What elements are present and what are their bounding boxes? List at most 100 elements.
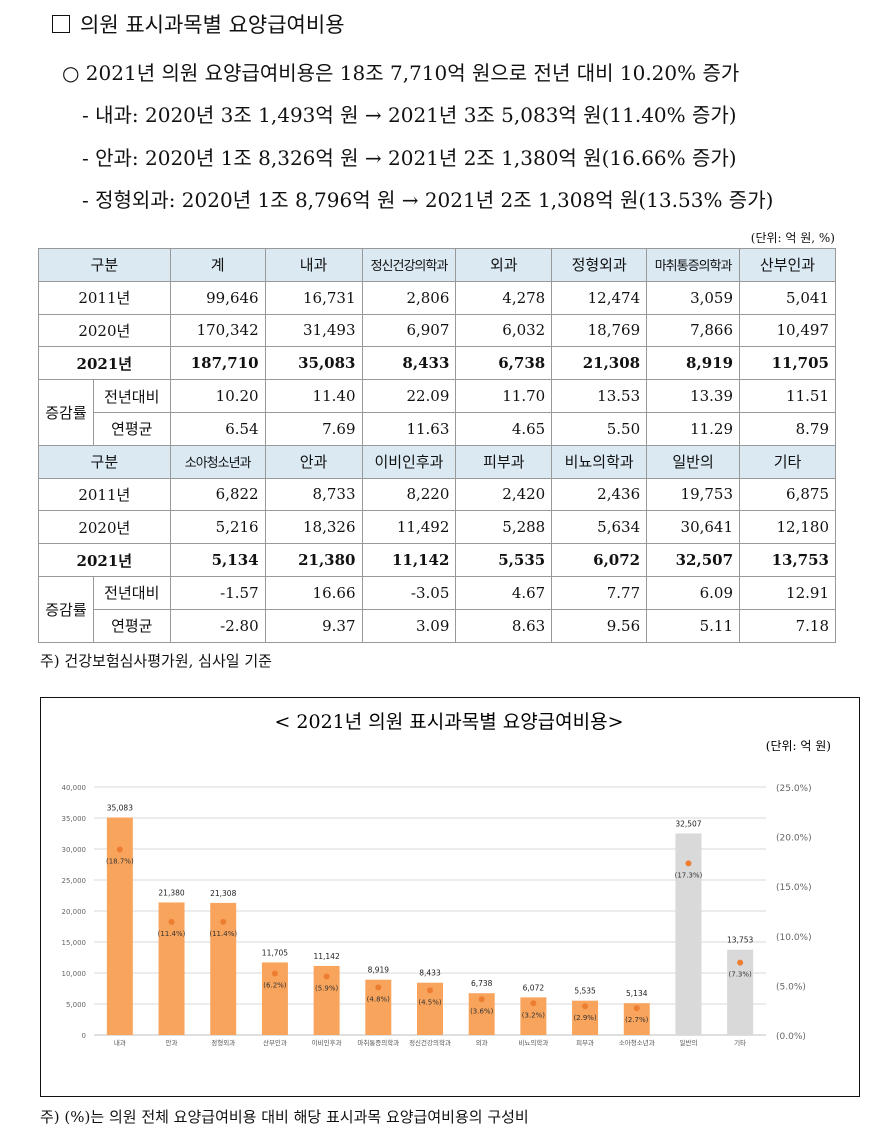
x-tick-label: 소아청소년과 bbox=[619, 1038, 655, 1047]
y2-tick-label: (10.0%) bbox=[776, 933, 812, 943]
y2-tick-label: (20.0%) bbox=[776, 834, 812, 844]
table-cell: 18,326 bbox=[264, 510, 363, 545]
table-header-row: 구분 계 내과 정신건강의학과 외과 정형외과 마취통증의학과 산부인과 bbox=[38, 248, 836, 282]
share-label: (18.7%) bbox=[106, 857, 134, 865]
value-label: 5,134 bbox=[626, 989, 648, 998]
section-heading: 의원 표시과목별 요양급여비용 bbox=[52, 9, 345, 39]
x-tick-label: 정형외과 bbox=[211, 1038, 235, 1047]
x-tick-label: 마취통증의학과 bbox=[357, 1038, 399, 1047]
table-cell: 5,288 bbox=[455, 510, 553, 545]
table-cell: 4.67 bbox=[455, 575, 553, 610]
table-cell: 2021년 bbox=[38, 346, 171, 381]
share-label: (17.3%) bbox=[675, 871, 703, 879]
table-cell: 3.09 bbox=[361, 608, 457, 643]
table-cell: 4,278 bbox=[455, 280, 553, 315]
table-cell: 12,180 bbox=[739, 510, 836, 545]
header-cell: 외과 bbox=[455, 248, 553, 282]
table-cell: 7,866 bbox=[646, 313, 741, 348]
header-cell: 마취통증의학과 bbox=[646, 248, 741, 282]
table-cell: 18,769 bbox=[551, 313, 648, 348]
share-label: (4.5%) bbox=[418, 998, 442, 1006]
table-row: 2011년 99,646 16,731 2,806 4,278 12,474 3,059 5,… bbox=[38, 280, 836, 315]
table-row: 증감률 전년대비 10.20 11.40 22.09 11.70 13.53 13.39 11.… bbox=[38, 379, 836, 446]
table-cell: 19,753 bbox=[646, 477, 741, 512]
table-row: 2020년 170,342 31,493 6,907 6,032 18,769 7,866 1… bbox=[38, 313, 836, 348]
header-cell: 구분 bbox=[38, 248, 171, 282]
value-label: 5,535 bbox=[574, 987, 596, 996]
table-cell: 6,875 bbox=[739, 477, 836, 512]
table-cell: 35,083 bbox=[264, 346, 363, 381]
table-cell: -2.80 bbox=[169, 608, 266, 643]
table-header-row: 구분 소아청소년과 안과 이비인후과 피부과 비뇨의학과 일반의 기타 bbox=[38, 444, 836, 479]
growth-label: 증감률 bbox=[38, 379, 94, 446]
table-cell: -1.57 bbox=[169, 575, 266, 610]
y2-tick-label: (0.0%) bbox=[776, 1032, 806, 1042]
header-cell: 계 bbox=[169, 248, 266, 282]
unit-note: (단위: 억 원, %) bbox=[750, 231, 835, 245]
bar bbox=[675, 833, 702, 1035]
x-tick-label: 안과 bbox=[166, 1038, 178, 1047]
value-label: 11,142 bbox=[313, 952, 339, 961]
table-cell: 30,641 bbox=[646, 510, 741, 545]
table-cell: 11,492 bbox=[361, 510, 457, 545]
y-tick-label: 10,000 bbox=[62, 970, 87, 978]
table-cell: 5,216 bbox=[169, 510, 266, 545]
checkbox-square-icon bbox=[52, 15, 70, 33]
table-cell: 12.91 bbox=[739, 575, 836, 610]
y-tick-label: 0 bbox=[82, 1032, 86, 1040]
table-cell: 7.77 bbox=[551, 575, 648, 610]
table-cell: 8,433 bbox=[361, 346, 457, 381]
value-label: 11,705 bbox=[262, 948, 288, 957]
table-cell: 7.69 bbox=[264, 411, 363, 446]
table-cell: 5,134 bbox=[169, 543, 266, 577]
table-cell: 8.79 bbox=[739, 411, 836, 446]
table-cell: 2020년 bbox=[38, 510, 171, 545]
share-label: (11.4%) bbox=[209, 930, 237, 938]
table-cell: 13.53 bbox=[551, 379, 648, 413]
table-cell: 10,497 bbox=[739, 313, 836, 348]
header-cell: 피부과 bbox=[455, 444, 553, 479]
chart-unit: (단위: 억 원) bbox=[766, 739, 831, 753]
share-dot bbox=[737, 959, 744, 966]
table-row: 2021년 5,134 21,380 11,142 5,535 6,072 32,507 13… bbox=[38, 543, 836, 577]
table-cell: 6.54 bbox=[169, 411, 266, 446]
share-label: (6.2%) bbox=[263, 981, 287, 989]
table-cell: 연평균 bbox=[92, 411, 171, 446]
table-cell: 6,072 bbox=[551, 543, 648, 577]
table-cell: 2021년 bbox=[38, 543, 171, 577]
share-label: (3.6%) bbox=[470, 1007, 494, 1015]
table-cell: 11.40 bbox=[264, 379, 363, 413]
table-cell: 22.09 bbox=[361, 379, 457, 413]
table-cell: 연평균 bbox=[92, 608, 171, 643]
y-tick-label: 25,000 bbox=[62, 877, 87, 885]
header-cell: 정형외과 bbox=[551, 248, 648, 282]
header-cell: 비뇨의학과 bbox=[551, 444, 648, 479]
table-cell: 6.09 bbox=[646, 575, 741, 610]
share-label: (3.2%) bbox=[522, 1011, 546, 1019]
source-note: 주) 건강보험심사평가원, 심사일 기준 bbox=[40, 652, 272, 670]
table-row: 연평균 6.54 7.69 11.63 4.65 5.50 11.29 8.79 bbox=[39, 411, 836, 446]
table-cell: 31,493 bbox=[264, 313, 363, 348]
table-cell: 전년대비 bbox=[92, 379, 171, 413]
value-label: 6,738 bbox=[471, 979, 493, 988]
share-dot bbox=[633, 1005, 640, 1012]
table-cell: 6,822 bbox=[169, 477, 266, 512]
summary-line: ○ 2021년 의원 요양급여비용은 18조 7,710억 원으로 전년 대비 … bbox=[62, 61, 740, 85]
header-cell: 내과 bbox=[264, 248, 363, 282]
table-cell: 7.18 bbox=[739, 608, 836, 643]
table-cell: 10.20 bbox=[169, 379, 266, 413]
table-cell: 5,041 bbox=[739, 280, 836, 315]
table-cell: 8.63 bbox=[455, 608, 553, 643]
table-cell: 11.29 bbox=[646, 411, 741, 446]
cost-table: 구분 계 내과 정신건강의학과 외과 정형외과 마취통증의학과 산부인과 2011년 99,646… bbox=[38, 248, 836, 643]
table-cell: 5,634 bbox=[551, 510, 648, 545]
table-cell: 4.65 bbox=[455, 411, 553, 446]
table-cell: 5,535 bbox=[455, 543, 553, 577]
bar bbox=[106, 817, 133, 1035]
y2-tick-label: (5.0%) bbox=[776, 982, 806, 992]
y-tick-label: 5,000 bbox=[66, 1001, 86, 1009]
table-cell: 21,380 bbox=[264, 543, 363, 577]
share-label: (2.7%) bbox=[625, 1016, 649, 1024]
table-cell: 11,142 bbox=[361, 543, 457, 577]
share-dot bbox=[271, 970, 278, 977]
